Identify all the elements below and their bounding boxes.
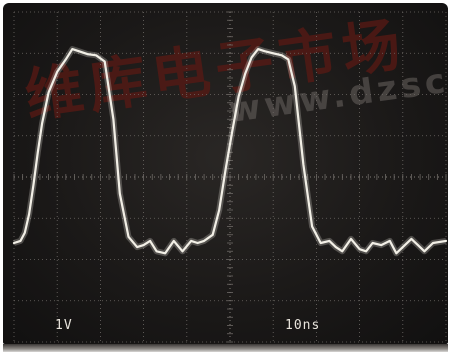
trace-layer (12, 46, 448, 257)
volts-per-div-readout: 1V (55, 318, 73, 333)
trace-glow (13, 46, 447, 257)
waveform-trace (12, 48, 448, 255)
time-per-div-readout: 10ns (285, 318, 321, 333)
graticule (13, 11, 447, 343)
bezel-bottom (3, 344, 448, 352)
